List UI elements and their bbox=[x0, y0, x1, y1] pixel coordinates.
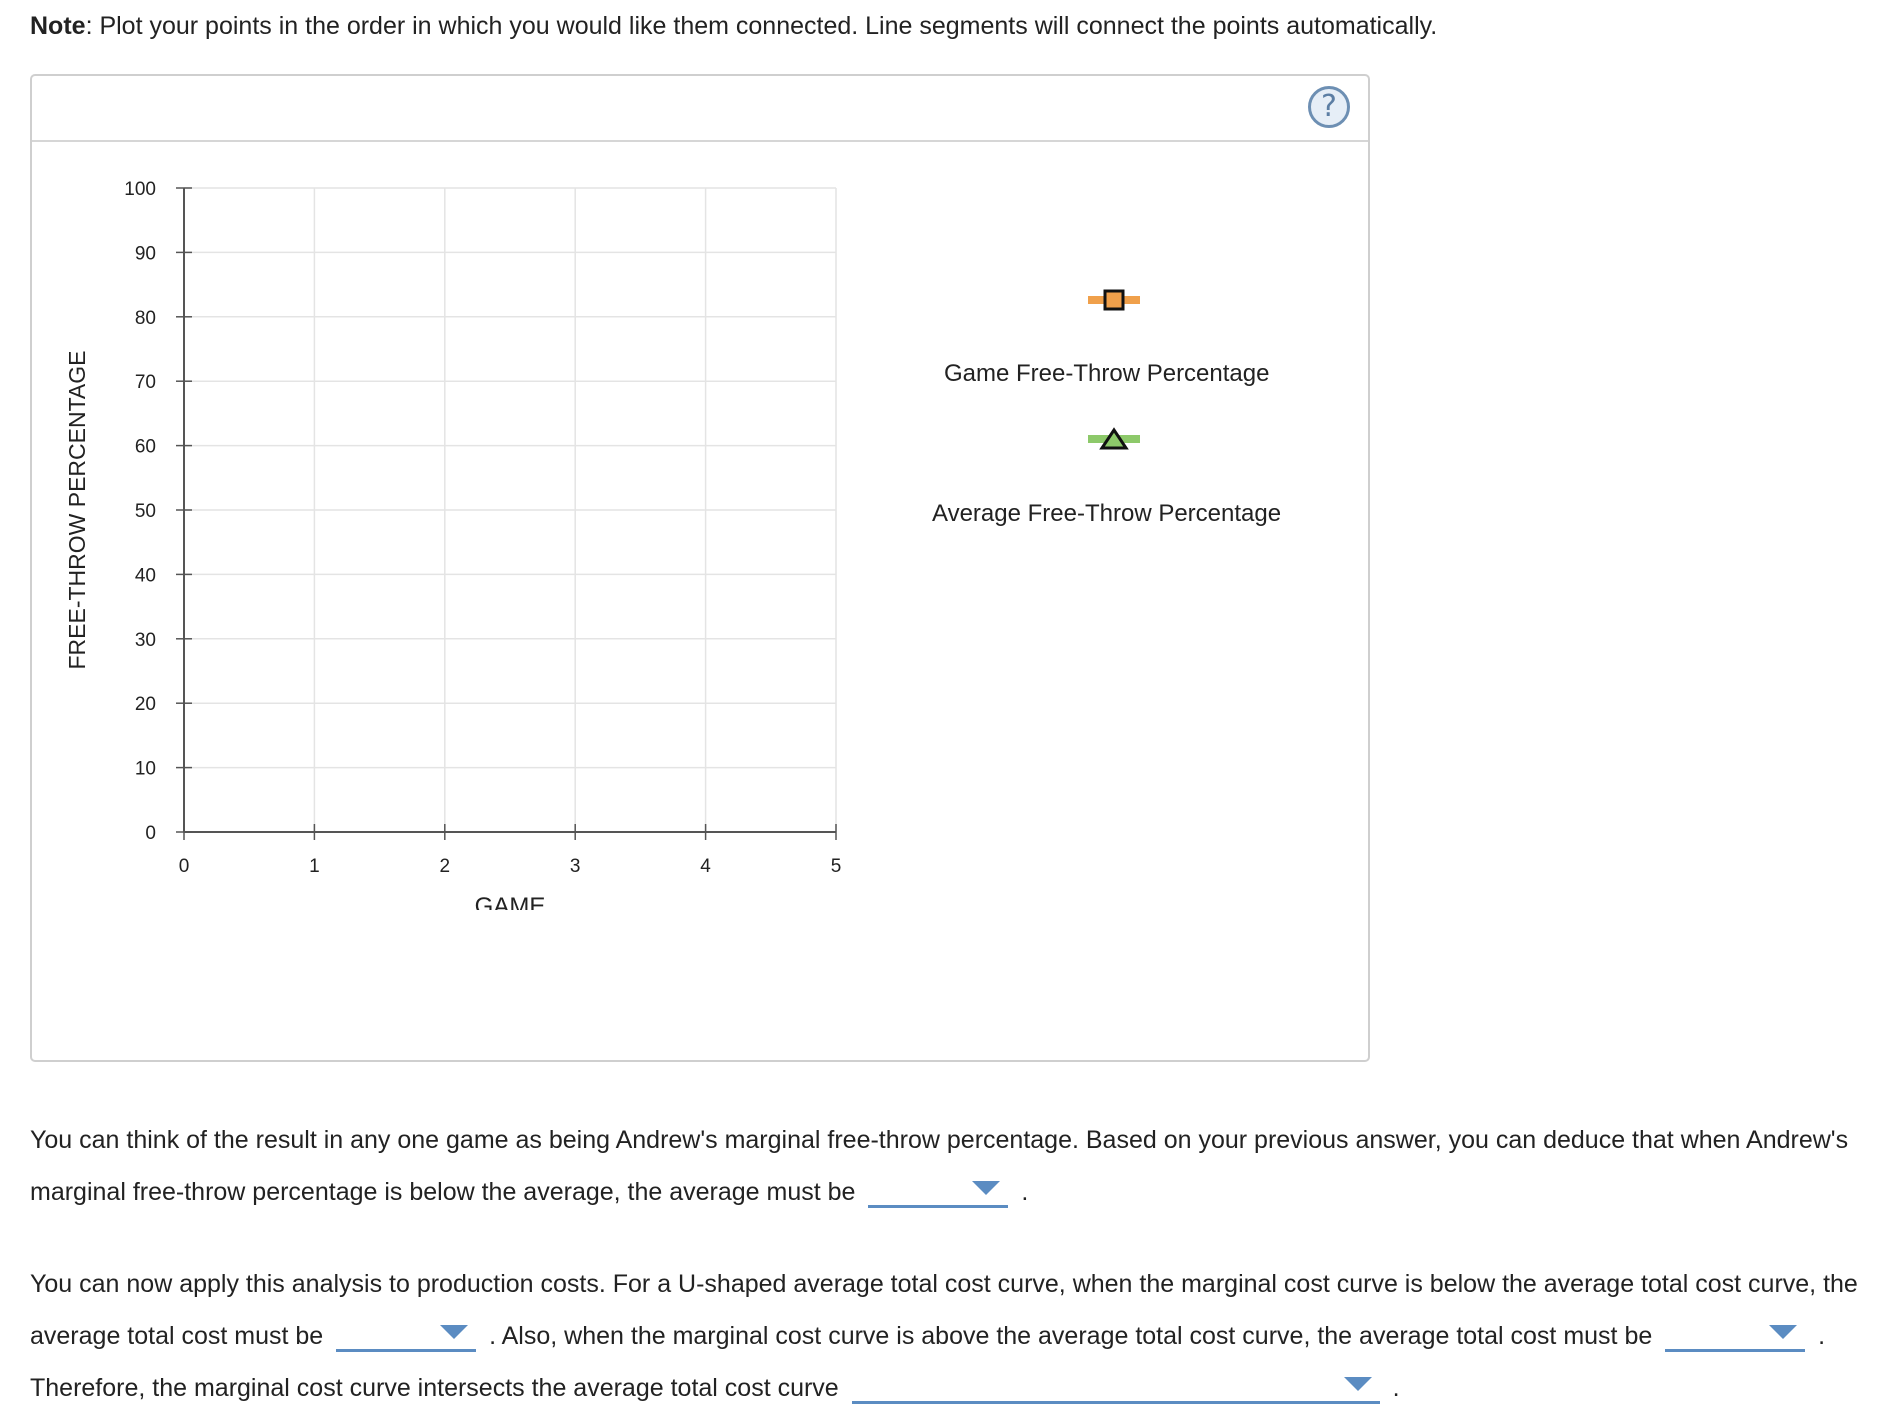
atc-above-dropdown[interactable] bbox=[1665, 1316, 1806, 1352]
help-button[interactable]: ? bbox=[1308, 86, 1350, 128]
y-tick-label: 0 bbox=[145, 823, 156, 844]
chevron-down-icon bbox=[972, 1181, 1001, 1195]
help-icon: ? bbox=[1321, 89, 1337, 124]
graph-panel: ? 0 10 20 30 40 50 60 70 80 90 100 0 1 2 3 4 5 GAME FREE-T… bbox=[30, 74, 1370, 1062]
intersection-dropdown[interactable] bbox=[851, 1368, 1380, 1404]
y-tick-label: 80 bbox=[135, 308, 156, 329]
p2-text-4: . bbox=[1392, 1374, 1400, 1402]
legend-average-label: Average Free-Throw Percentage bbox=[932, 500, 1282, 527]
x-axis-label: GAME bbox=[475, 893, 546, 910]
legend-game-marker[interactable] bbox=[1088, 286, 1140, 314]
x-tick-label: 0 bbox=[179, 856, 190, 877]
note-text: Note: Plot your points in the order in w… bbox=[30, 10, 1437, 42]
p1-text-1: You can think of the result in any one g… bbox=[30, 1126, 1849, 1206]
atc-below-dropdown[interactable] bbox=[336, 1316, 477, 1352]
legend-game-label: Game Free-Throw Percentage bbox=[944, 360, 1270, 387]
y-tick-label: 70 bbox=[135, 372, 156, 393]
chevron-down-icon bbox=[1769, 1325, 1798, 1339]
y-tick-label: 40 bbox=[135, 565, 156, 586]
graph-panel-header: ? bbox=[32, 76, 1368, 142]
average-direction-dropdown[interactable] bbox=[868, 1172, 1009, 1208]
p2-text-1: You can now apply this analysis to produ… bbox=[30, 1270, 1858, 1350]
x-tick-label: 5 bbox=[831, 856, 842, 877]
chevron-down-icon bbox=[440, 1325, 469, 1339]
p2-text-3: . Therefore, the marginal cost curve int… bbox=[30, 1322, 1826, 1402]
y-tick-label: 100 bbox=[124, 179, 156, 200]
x-tick-label: 2 bbox=[440, 856, 451, 877]
x-tick-label: 3 bbox=[570, 856, 581, 877]
y-tick-label: 30 bbox=[135, 630, 156, 651]
x-tick-label: 1 bbox=[309, 856, 320, 877]
plot-area[interactable]: 0 10 20 30 40 50 60 70 80 90 100 0 1 2 3 4 5 GAME FREE-THR… bbox=[62, 150, 862, 920]
chevron-down-icon bbox=[1343, 1377, 1372, 1391]
y-axis-label: FREE-THROW PERCENTAGE bbox=[64, 350, 90, 669]
p1-text-2: . bbox=[1021, 1178, 1029, 1206]
y-tick-label: 10 bbox=[135, 759, 156, 780]
square-marker-icon[interactable] bbox=[1088, 286, 1140, 314]
note-body: : Plot your points in the order in which… bbox=[85, 12, 1438, 40]
question-paragraph-2: You can now apply this analysis to produ… bbox=[30, 1260, 1870, 1412]
y-tick-label: 20 bbox=[135, 694, 156, 715]
x-tick-label: 4 bbox=[700, 856, 711, 877]
y-tick-label: 60 bbox=[135, 437, 156, 458]
p2-text-2: . Also, when the marginal cost curve is … bbox=[489, 1322, 1653, 1350]
y-tick-label: 50 bbox=[135, 501, 156, 522]
question-paragraph-1: You can think of the result in any one g… bbox=[30, 1116, 1870, 1216]
y-tick-label: 90 bbox=[135, 243, 156, 264]
chart-svg[interactable]: 0 10 20 30 40 50 60 70 80 90 100 0 1 2 3 4 5 GAME FREE-THR… bbox=[62, 150, 862, 920]
note-label: Note bbox=[30, 12, 86, 40]
triangle-marker-icon[interactable] bbox=[1088, 426, 1140, 454]
legend-average-marker[interactable] bbox=[1088, 426, 1140, 454]
